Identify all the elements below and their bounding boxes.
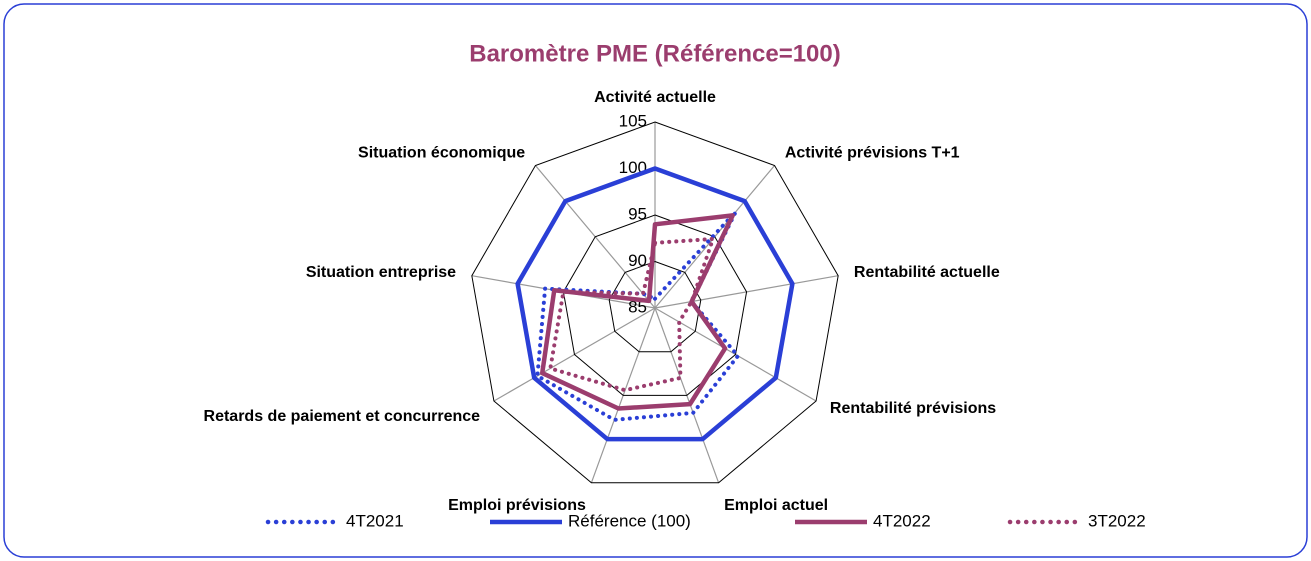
tick-label: 95 xyxy=(628,204,647,223)
legend-label: 4T2021 xyxy=(346,511,404,530)
legend-label: 3T2022 xyxy=(1088,511,1146,530)
tick-label: 105 xyxy=(619,111,647,130)
series-line xyxy=(515,166,795,442)
chart-title: Baromètre PME (Référence=100) xyxy=(469,40,841,67)
category-label: Situation économique xyxy=(358,144,525,161)
category-label: Emploi actuel xyxy=(724,497,828,514)
category-label: Emploi prévisions xyxy=(448,497,586,514)
category-label: Situation entreprise xyxy=(306,264,456,281)
category-label: Rentabilité prévisions xyxy=(830,400,996,417)
legend-label: 4T2022 xyxy=(873,511,931,530)
grid-ring xyxy=(608,260,702,353)
tick-label: 90 xyxy=(628,251,647,270)
category-label: Activité actuelle xyxy=(594,89,716,106)
category-label: Rentabilité actuelle xyxy=(854,264,1000,281)
series-line xyxy=(539,213,735,411)
legend-label: Référence (100) xyxy=(568,511,691,530)
category-label: Retards de paiement et concurrence xyxy=(204,408,481,425)
series-line xyxy=(548,236,715,393)
category-label: Activité prévisions T+1 xyxy=(785,144,960,161)
grid-ring xyxy=(562,214,748,396)
grid-ring xyxy=(471,121,839,484)
